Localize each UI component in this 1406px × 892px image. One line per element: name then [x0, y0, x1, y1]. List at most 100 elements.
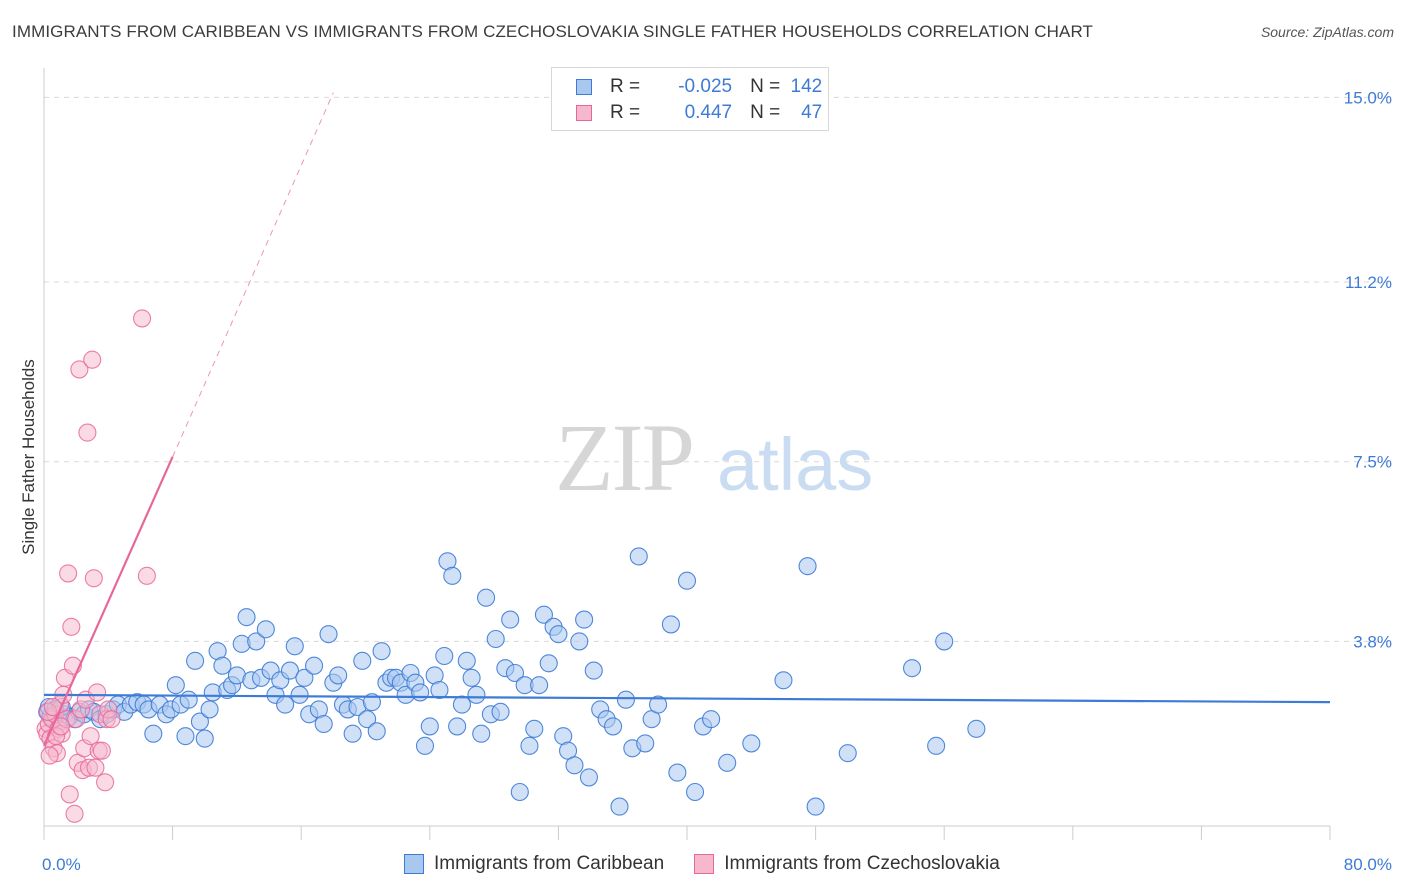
y-tick-label: 3.8% [1353, 632, 1392, 651]
czechoslovakia-point [84, 569, 103, 588]
caribbean-point [510, 782, 529, 802]
tick-labels: 3.8% 7.5% 11.2% 15.0% 0.0% 80.0% [42, 88, 1392, 874]
caribbean-point [190, 712, 209, 731]
legend-n-label: N = [750, 102, 781, 123]
caribbean-point [661, 615, 680, 634]
legend-swatch-pink [576, 105, 592, 121]
caribbean-point [457, 651, 476, 670]
y-axis-label: Single Father Households [19, 359, 38, 555]
caribbean-point [367, 722, 386, 741]
caribbean-point [280, 661, 299, 680]
caribbean-point [295, 668, 314, 687]
legend-item-czechoslovakia[interactable]: Immigrants from Czechoslovakia [694, 853, 1000, 875]
caribbean-point [247, 632, 266, 651]
caribbean-point [604, 717, 623, 736]
czechoslovakia-trend-extension [172, 92, 334, 458]
caribbean-point [179, 690, 198, 709]
caribbean-point [668, 763, 687, 782]
czechoslovakia-point [83, 350, 102, 369]
caribbean-point [486, 629, 505, 649]
caribbean-point [610, 797, 629, 816]
caribbean-point [685, 782, 705, 802]
series-legend: Immigrants from Caribbean Immigrants fro… [404, 853, 1030, 875]
caribbean-point [565, 756, 584, 775]
caribbean-point [501, 610, 520, 629]
caribbean-point [505, 663, 525, 683]
caribbean-point [462, 668, 481, 687]
caribbean-point [649, 695, 668, 714]
caribbean-point [491, 702, 510, 721]
caribbean-point [539, 654, 558, 673]
legend-label-czechoslovakia: Immigrants from Czechoslovakia [724, 853, 1000, 874]
caribbean-point [415, 736, 435, 755]
caribbean-point [636, 734, 655, 753]
legend-swatch-blue [404, 854, 424, 874]
caribbean-point [290, 685, 309, 704]
legend-row-czechoslovakia: R = 0.447 N = 47 [576, 102, 822, 124]
caribbean-point [443, 566, 462, 585]
legend-swatch-blue [576, 79, 592, 95]
caribbean-point [411, 683, 430, 702]
caribbean-point [774, 671, 793, 690]
y-tick-label: 15.0% [1344, 88, 1392, 107]
czechoslovakia-point [60, 785, 79, 804]
caribbean-point [195, 729, 214, 748]
caribbean-point [452, 695, 472, 714]
x-tick-label: 80.0% [1344, 855, 1392, 874]
czechoslovakia-point [62, 617, 81, 636]
caribbean-point [305, 656, 324, 675]
caribbean-point [285, 637, 304, 656]
legend-r-value: 0.447 [684, 102, 733, 123]
caribbean-point [534, 605, 553, 624]
czechoslovakia-point [65, 804, 84, 823]
caribbean-point [742, 734, 761, 753]
caribbean-point [256, 620, 275, 639]
caribbean-point [213, 656, 232, 675]
caribbean-point [144, 724, 163, 743]
caribbean-point [343, 724, 362, 743]
caribbean-point [472, 724, 491, 743]
watermark-atlas: atlas [717, 423, 873, 506]
caribbean-point [902, 659, 922, 678]
caribbean-point [579, 768, 598, 787]
caribbean-point [629, 547, 648, 566]
caribbean-point [329, 666, 348, 685]
legend-item-caribbean[interactable]: Immigrants from Caribbean [404, 853, 664, 875]
caribbean-point [200, 700, 219, 719]
caribbean-point [358, 710, 377, 729]
czechoslovakia-point [40, 746, 59, 765]
legend-label-caribbean: Immigrants from Caribbean [434, 853, 665, 874]
caribbean-point [530, 676, 549, 695]
caribbean-point [549, 625, 568, 644]
legend-r-label: R = [610, 76, 641, 97]
czechoslovakia-point [102, 710, 121, 729]
caribbean-point [430, 680, 449, 700]
caribbean-point [798, 557, 817, 576]
caribbean-point [319, 625, 338, 644]
czechoslovakia-points [36, 309, 156, 823]
czechoslovakia-point [92, 741, 111, 760]
czechoslovakia-trend-line [42, 456, 174, 747]
czechoslovakia-point [86, 758, 105, 777]
watermark-zip: ZIP [555, 404, 693, 511]
caribbean-point [525, 719, 544, 738]
czechoslovakia-point [78, 423, 97, 442]
caribbean-point [353, 651, 372, 670]
source-credit: Source: ZipAtlas.com [1260, 24, 1394, 40]
legend-swatch-pink [694, 854, 715, 874]
caribbean-point [176, 727, 195, 746]
czechoslovakia-point [81, 727, 100, 746]
caribbean-point [935, 632, 954, 651]
caribbean-point [616, 690, 635, 709]
caribbean-point [718, 753, 737, 772]
x-tick-label: 0.0% [42, 855, 81, 874]
caribbean-point [677, 571, 697, 590]
caribbean-trend-line [43, 693, 1331, 704]
caribbean-point [570, 632, 589, 651]
chart-title: IMMIGRANTS FROM CARIBBEAN VS IMMIGRANTS … [12, 22, 1094, 41]
czechoslovakia-point [70, 360, 89, 379]
correlation-legend: R = -0.025 N = 142 R = 0.447 N = 47 [551, 67, 829, 131]
caribbean-point [520, 736, 539, 755]
caribbean-point [186, 651, 205, 670]
